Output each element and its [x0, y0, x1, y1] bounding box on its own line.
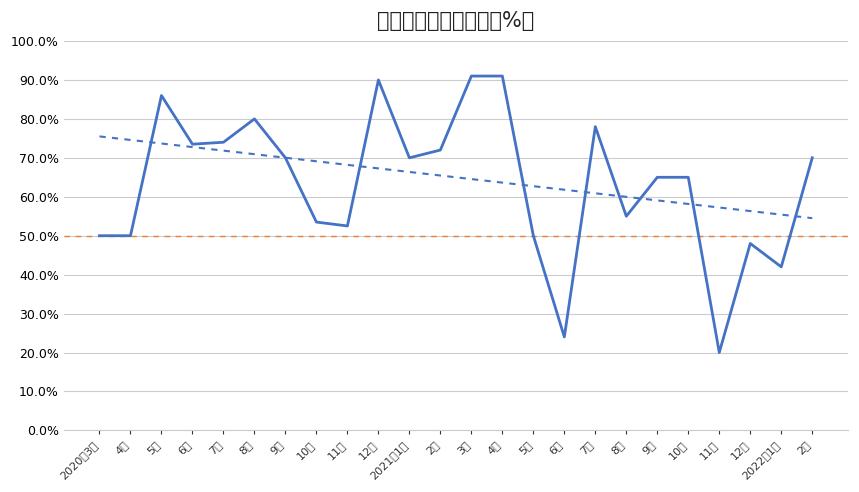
- Title: 购进价格指数走势图（%）: 购进价格指数走势图（%）: [377, 11, 534, 31]
